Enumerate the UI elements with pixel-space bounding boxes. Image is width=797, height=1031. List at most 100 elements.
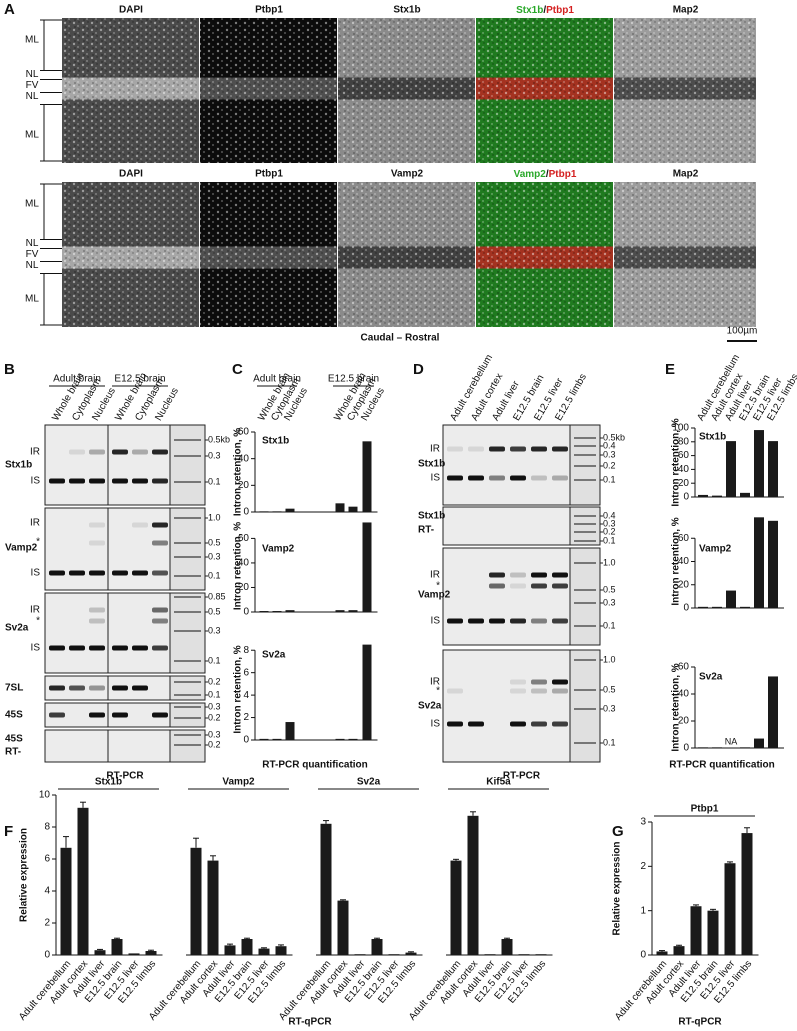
gel-band bbox=[489, 572, 505, 578]
ladder-label: 0.1 bbox=[208, 476, 221, 486]
gel-name: RT- bbox=[418, 525, 434, 536]
band-label: IS bbox=[31, 476, 41, 487]
gel-band bbox=[89, 570, 105, 576]
merge-part: Ptbp1 bbox=[546, 5, 574, 16]
band-label: * bbox=[36, 616, 40, 627]
bar bbox=[712, 495, 722, 497]
band-label: IR bbox=[30, 605, 40, 616]
ladder-band bbox=[174, 596, 201, 598]
bar bbox=[259, 611, 269, 612]
bar bbox=[362, 522, 372, 612]
ladder-label: 0.2 bbox=[208, 676, 221, 686]
layer-label: FV bbox=[26, 80, 39, 91]
y-tick-label: 40 bbox=[238, 558, 250, 569]
bar bbox=[128, 953, 140, 955]
gel-band bbox=[552, 475, 568, 481]
y-tick-label: 40 bbox=[678, 464, 690, 475]
ladder-label: 0.4 bbox=[603, 440, 616, 450]
gel-band bbox=[510, 618, 526, 624]
ladder-band bbox=[574, 479, 596, 481]
bar bbox=[707, 910, 719, 955]
gel-band bbox=[510, 475, 526, 481]
gel-band bbox=[89, 685, 105, 691]
bar bbox=[272, 511, 282, 512]
gel-band bbox=[89, 712, 105, 718]
gel-band bbox=[152, 607, 168, 613]
merge-part: Ptbp1 bbox=[549, 169, 577, 180]
band-label: IS bbox=[431, 719, 441, 730]
bar bbox=[484, 954, 496, 955]
channel-label: Ptbp1 bbox=[255, 169, 283, 180]
ladder-band bbox=[574, 625, 596, 627]
ladder-band bbox=[574, 437, 596, 439]
ladder-band bbox=[574, 708, 596, 710]
bar bbox=[335, 503, 345, 512]
ladder-label: 1.0 bbox=[208, 512, 221, 522]
bar bbox=[60, 847, 72, 955]
bar bbox=[224, 945, 236, 955]
chart-title: Kif5a bbox=[486, 777, 511, 788]
gel-name: 45S bbox=[5, 734, 23, 745]
gel-band bbox=[49, 570, 65, 576]
bar bbox=[740, 492, 750, 497]
ladder-lane bbox=[169, 675, 206, 701]
bar bbox=[405, 952, 417, 955]
ladder-band bbox=[174, 575, 201, 577]
bar bbox=[241, 939, 253, 955]
bar bbox=[673, 946, 685, 955]
chart-title: Ptbp1 bbox=[691, 804, 719, 815]
error-bar bbox=[80, 801, 86, 808]
gel-name: Vamp2 bbox=[5, 543, 38, 554]
bar bbox=[320, 823, 332, 955]
y-tick-label: 0 bbox=[243, 607, 249, 618]
gel-band bbox=[112, 570, 128, 576]
error-bar bbox=[148, 949, 154, 951]
merge-part: / bbox=[543, 5, 546, 16]
ladder-band bbox=[174, 717, 201, 719]
y-tick-label: 2 bbox=[243, 712, 249, 723]
bar bbox=[741, 833, 753, 955]
ladder-band bbox=[574, 659, 596, 661]
error-bar bbox=[659, 950, 665, 952]
gel-band bbox=[152, 570, 168, 576]
gel-band bbox=[49, 712, 65, 718]
gel-band bbox=[552, 679, 568, 685]
bar bbox=[362, 644, 372, 740]
ladder-band bbox=[574, 742, 596, 744]
error-bar bbox=[261, 947, 267, 949]
bar bbox=[501, 939, 513, 955]
bar bbox=[258, 948, 270, 955]
gel-band bbox=[468, 475, 484, 481]
bar bbox=[726, 590, 736, 608]
bar bbox=[768, 676, 778, 748]
gel-band bbox=[112, 478, 128, 484]
y-axis-label: Intron retention, % bbox=[233, 428, 244, 516]
channel-label: Ptbp1 bbox=[255, 5, 283, 16]
gel-band bbox=[531, 446, 547, 452]
error-bar bbox=[470, 811, 476, 816]
chart-title: Vamp2 bbox=[222, 777, 255, 788]
ladder-band bbox=[574, 540, 596, 542]
error-bar bbox=[710, 908, 716, 911]
channel-label: Stx1b bbox=[393, 5, 420, 16]
gel-band bbox=[531, 618, 547, 624]
x-axis-label: RT-PCR quantification bbox=[262, 760, 368, 771]
band-label: * bbox=[436, 686, 440, 697]
micrograph-texture bbox=[62, 18, 199, 163]
bar bbox=[285, 722, 295, 740]
ladder-band bbox=[174, 556, 201, 558]
y-tick-label: 4 bbox=[243, 690, 249, 701]
panel-letter: D bbox=[413, 361, 424, 378]
ladder-label: 0.2 bbox=[208, 739, 221, 749]
ladder-band bbox=[574, 689, 596, 691]
ladder-lane bbox=[169, 592, 206, 674]
y-tick-label: 20 bbox=[678, 716, 690, 727]
gel-band bbox=[152, 712, 168, 718]
y-tick-label: 20 bbox=[678, 579, 690, 590]
gel-name: RT- bbox=[5, 747, 21, 758]
ladder-label: 0.5 bbox=[603, 584, 616, 594]
gel-band bbox=[132, 685, 148, 691]
y-tick-label: 100 bbox=[672, 423, 689, 434]
ladder-lane bbox=[569, 649, 601, 763]
band-label: IS bbox=[431, 473, 441, 484]
